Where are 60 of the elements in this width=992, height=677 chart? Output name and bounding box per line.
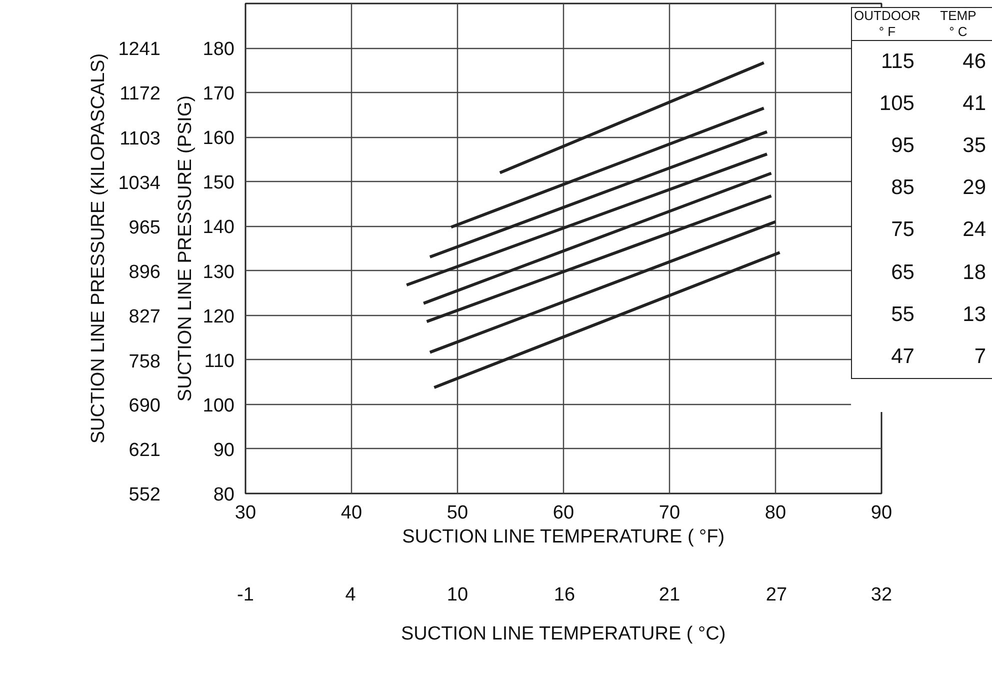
x2-tick-label: 27 [766, 584, 788, 606]
y2-tick-label: 758 [128, 351, 160, 372]
y-axis-title: SUCTION LINE PRESSURE (PSIG) [174, 95, 196, 402]
y-tick-label: 110 [204, 350, 235, 372]
y-tick-label: 170 [202, 84, 234, 105]
text: 95 [890, 132, 916, 159]
text: 35 [962, 132, 987, 159]
x2-tick-label: 10 [446, 584, 468, 606]
x-axis-title: SUCTION LINE TEMPERATURE ( °F) [402, 526, 725, 548]
y2-tick-label: 1241 [118, 39, 161, 60]
x2-tick-label: 16 [554, 584, 576, 606]
x-tick-label: 50 [446, 502, 468, 524]
y-tick-label: 130 [202, 262, 234, 283]
y-tick-label: 150 [202, 172, 234, 194]
text: 47 [890, 344, 916, 370]
y-tick-label: 180 [202, 39, 234, 60]
x2-tick-label: 21 [658, 584, 680, 606]
x-tick-label: 40 [340, 502, 362, 524]
y-tick-label: 120 [202, 306, 234, 328]
y-tick-label: 160 [202, 128, 234, 150]
text: ° C [922, 24, 992, 40]
text: 75 [890, 217, 916, 244]
annotation: 105 [878, 90, 916, 117]
text: 18 [962, 260, 987, 286]
y-tick-label: 80 [213, 484, 235, 506]
text: 55 [890, 302, 916, 328]
annotation: 115 [880, 48, 916, 75]
text: TEMP [939, 8, 978, 24]
x-tick-label: 80 [764, 502, 786, 524]
annotation: ° F [852, 24, 922, 40]
y-tick-label: 100 [202, 395, 234, 416]
y2-tick-label: 1034 [118, 172, 161, 194]
text: 7 [973, 344, 987, 370]
text: 46 [962, 48, 987, 75]
y-tick-label: 90 [213, 440, 235, 461]
text: 65 [890, 260, 916, 286]
y2-tick-label: 690 [128, 395, 160, 416]
x2-tick-label: -1 [237, 584, 254, 606]
y2-tick-label: 896 [128, 262, 160, 284]
x2-tick-label: 32 [870, 584, 892, 606]
y2-tick-label: 552 [128, 484, 160, 506]
y-tick-label: 140 [202, 217, 234, 238]
y2-tick-label: 965 [128, 218, 160, 239]
x-tick-label: 30 [234, 502, 256, 524]
x2-axis-title: SUCTION LINE TEMPERATURE ( °C) [401, 624, 726, 644]
x2-tick-label: 4 [345, 584, 356, 606]
text: 29 [962, 175, 987, 202]
x-tick-label: 70 [658, 502, 680, 524]
y2-axis-title: SUCTION LINE PRESSURE (KILOPASCALS) [88, 53, 110, 444]
y2-tick-label: 1172 [120, 84, 160, 105]
text: 24 [962, 217, 987, 244]
y2-tick-label: 621 [128, 440, 160, 461]
y2-tick-label: 1103 [120, 128, 160, 150]
y2-tick-label: 827 [128, 306, 160, 328]
text: 13 [962, 302, 987, 328]
text: 85 [890, 175, 916, 202]
annotation: OUTDOOR [853, 8, 922, 24]
text: 41 [962, 90, 987, 117]
x-tick-label: 60 [552, 502, 574, 524]
x-tick-label: 90 [870, 502, 892, 524]
